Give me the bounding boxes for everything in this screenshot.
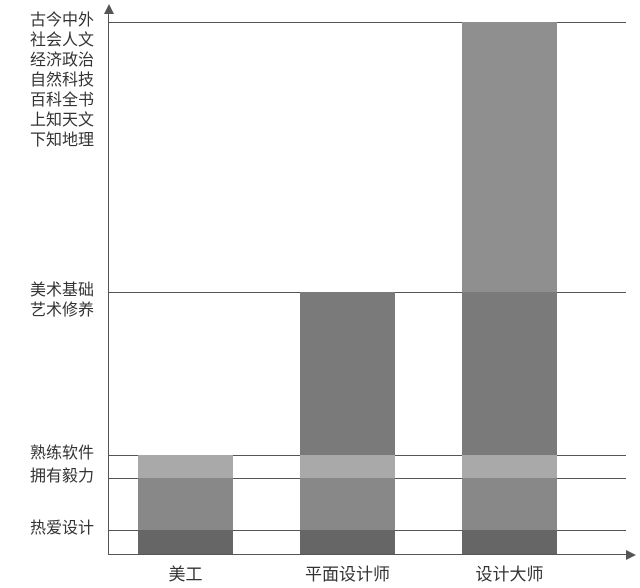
y-label-line: 下知地理 — [30, 131, 94, 151]
y-label-line: 美术基础 — [30, 281, 94, 301]
bar-segment — [462, 455, 557, 478]
bar-segment — [462, 478, 557, 530]
y-label-line: 热爱设计 — [30, 519, 94, 539]
bar-segment — [300, 478, 395, 530]
x-category-label: 美工 — [106, 560, 266, 585]
y-label-line: 艺术修养 — [30, 301, 94, 321]
bar-chart: 热爱设计 拥有毅力 熟练软件 美术基础艺术修养 古今中外社会人文经济政治自然科技百科全书… — [0, 0, 640, 588]
y-label: 热爱设计 — [30, 519, 94, 539]
x-category-label: 设计大师 — [430, 560, 590, 585]
x-category-label: 平面设计师 — [268, 560, 428, 585]
y-label: 熟练软件 — [30, 444, 94, 464]
bar-segment — [138, 455, 233, 478]
bar-segment — [462, 22, 557, 292]
y-label: 古今中外社会人文经济政治自然科技百科全书上知天文下知地理 — [30, 11, 94, 151]
x-axis — [108, 554, 626, 555]
bar-segment — [138, 530, 233, 554]
y-label-line: 上知天文 — [30, 111, 94, 131]
x-axis-arrow-icon — [626, 550, 636, 560]
y-label-line: 经济政治 — [30, 51, 94, 71]
bar-segment — [300, 292, 395, 455]
y-label-line: 百科全书 — [30, 91, 94, 111]
bar-segment — [462, 530, 557, 554]
bar-segment — [462, 292, 557, 455]
y-label: 美术基础艺术修养 — [30, 281, 94, 321]
y-label-line: 古今中外 — [30, 11, 94, 31]
bar-segment — [138, 478, 233, 530]
y-label-line: 自然科技 — [30, 71, 94, 91]
y-axis — [108, 12, 109, 554]
y-label: 拥有毅力 — [30, 467, 94, 487]
y-label-line: 拥有毅力 — [30, 467, 94, 487]
y-label-line: 社会人文 — [30, 31, 94, 51]
bar-segment — [300, 455, 395, 478]
y-label-line: 熟练软件 — [30, 444, 94, 464]
bar-segment — [300, 530, 395, 554]
y-axis-arrow-icon — [104, 4, 114, 14]
